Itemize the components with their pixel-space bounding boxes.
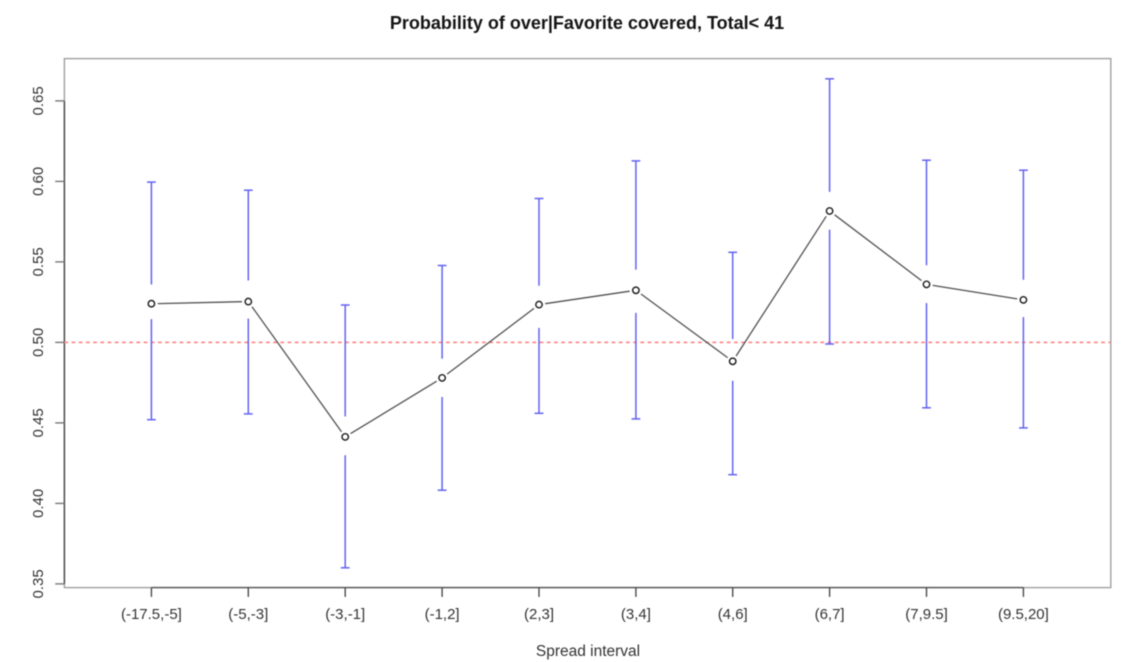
svg-text:0.50: 0.50 <box>30 328 47 357</box>
svg-text:(-3,-1]: (-3,-1] <box>325 606 365 623</box>
svg-text:0.40: 0.40 <box>30 489 47 518</box>
svg-text:0.55: 0.55 <box>30 247 47 276</box>
svg-text:(6,7]: (6,7] <box>815 606 845 623</box>
svg-text:0.65: 0.65 <box>30 86 47 115</box>
svg-text:(-5,-3]: (-5,-3] <box>228 606 268 623</box>
svg-text:0.60: 0.60 <box>30 167 47 196</box>
svg-text:(7,9.5]: (7,9.5] <box>905 606 948 623</box>
svg-text:(3,4]: (3,4] <box>621 606 651 623</box>
svg-text:(2,3]: (2,3] <box>524 606 554 623</box>
svg-text:Probability of over|Favorite c: Probability of over|Favorite covered, To… <box>390 13 784 33</box>
svg-text:(4,6]: (4,6] <box>718 606 748 623</box>
svg-text:(9.5,20]: (9.5,20] <box>998 606 1049 623</box>
svg-text:0.45: 0.45 <box>30 408 47 437</box>
svg-text:Spread interval: Spread interval <box>536 643 640 660</box>
svg-text:(-17.5,-5]: (-17.5,-5] <box>121 606 182 623</box>
svg-text:(-1,2]: (-1,2] <box>425 606 460 623</box>
svg-text:0.35: 0.35 <box>30 569 47 598</box>
